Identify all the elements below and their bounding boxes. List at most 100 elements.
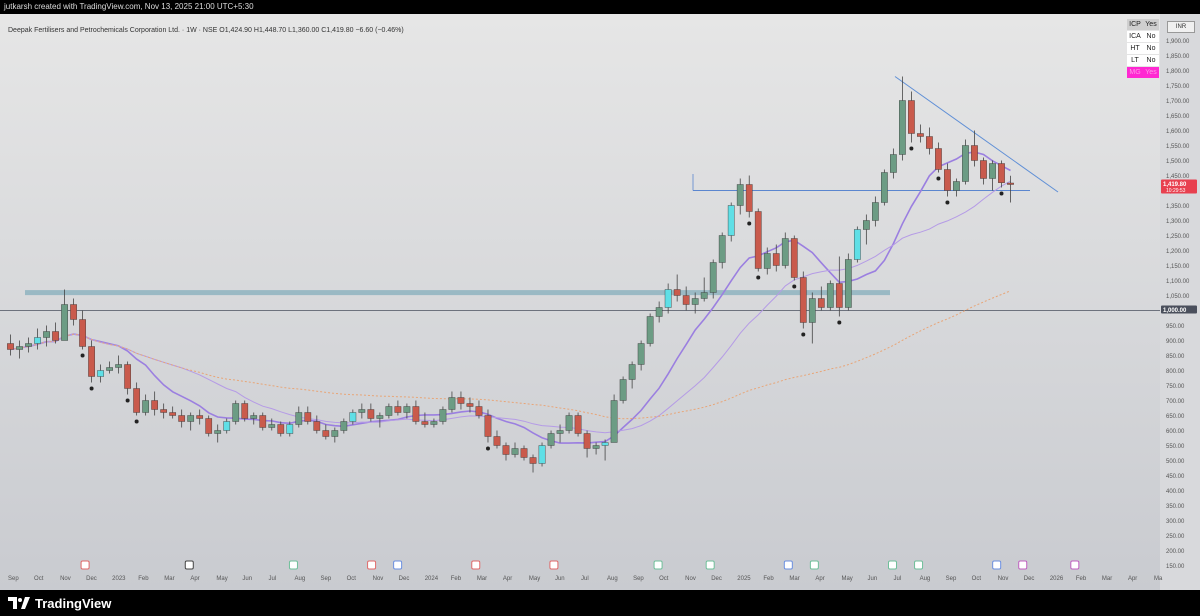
candle-body (70, 304, 77, 320)
price-tick-label: 600.00 (1166, 429, 1185, 435)
candle-body (340, 421, 348, 431)
candle (547, 430, 555, 449)
candle-body (844, 259, 852, 308)
candle-body (962, 145, 969, 182)
price-tick-label: 1,450.00 (1166, 174, 1190, 180)
candle (376, 412, 384, 428)
candle-body (529, 457, 537, 464)
candle (286, 421, 294, 437)
candle-body (268, 424, 276, 428)
candle-body (493, 436, 501, 446)
candle (980, 157, 987, 185)
signal-dot (999, 191, 1004, 196)
candle (646, 313, 654, 347)
time-tick-label: Mar (477, 576, 487, 582)
candle-body (754, 211, 762, 269)
candle-body (295, 412, 303, 425)
candle (79, 310, 86, 358)
candle-body (106, 367, 113, 371)
indicator-row: ICP Yes (1127, 19, 1159, 30)
candle (61, 289, 68, 341)
time-tick-label: Oct (347, 576, 357, 582)
candle-body (862, 220, 870, 230)
time-tick-label: Sep (321, 576, 332, 582)
candle-body (52, 331, 59, 341)
candle-body (277, 424, 285, 434)
signal-dot (756, 275, 761, 280)
price-label-box (1161, 179, 1197, 194)
time-tick-label: Jul (268, 576, 276, 582)
signal-dot (837, 320, 842, 325)
candle-body (556, 430, 564, 434)
candle (394, 400, 402, 416)
candle-body (196, 415, 204, 419)
candle-body (574, 415, 582, 434)
candle-body (547, 433, 555, 446)
currency-label[interactable]: INR (1167, 21, 1195, 33)
candle-body (953, 181, 960, 191)
candle (277, 421, 285, 437)
price-tick-label: 1,100.00 (1166, 279, 1190, 285)
candle-body (178, 415, 186, 422)
price-tick-label: 1,150.00 (1166, 264, 1190, 270)
event-marker-icon (1070, 560, 1080, 570)
candle (133, 382, 140, 424)
candle-body (430, 421, 438, 425)
time-tick-label: Nov (60, 576, 71, 582)
candle-body (484, 415, 492, 437)
candle (601, 439, 609, 461)
candle-body (457, 397, 465, 404)
event-marker-icon (705, 560, 715, 570)
candle-body (935, 148, 942, 170)
candle-body (133, 388, 140, 413)
event-marker-icon (783, 560, 793, 570)
candle-body (808, 298, 816, 323)
candle-body (7, 343, 14, 350)
candle (304, 406, 312, 425)
tradingview-logo[interactable]: TradingView (8, 595, 111, 611)
candle (421, 412, 429, 428)
price-tick-label: 1,800.00 (1166, 69, 1190, 75)
price-chart[interactable]: 150.00 200.00 250.00 300.00 350.00 400.00 450.… (0, 14, 1200, 590)
candle-body (241, 403, 249, 419)
indicator-value: No (1146, 45, 1156, 52)
time-tick-label: Sep (946, 576, 957, 582)
candle (574, 412, 582, 437)
signal-dot (485, 446, 490, 451)
candle-body (583, 433, 591, 449)
candle (223, 418, 231, 434)
price-tick-label: 1,250.00 (1166, 234, 1190, 240)
candle (655, 301, 663, 323)
candle-body (358, 409, 366, 413)
time-tick-label: Oct (659, 576, 669, 582)
indicator-label: MG (1129, 69, 1141, 76)
candle-body (142, 400, 149, 413)
candle (844, 253, 852, 311)
candle-body (664, 289, 672, 308)
candle (16, 340, 23, 359)
time-tick-label: 2023 (112, 576, 126, 582)
candle (691, 292, 699, 314)
candle-body (385, 406, 393, 416)
signal-dot (945, 200, 950, 205)
price-tick-label: 1,550.00 (1166, 144, 1190, 150)
candle-body (745, 184, 753, 212)
candle (250, 412, 258, 425)
event-marker-icon (80, 560, 90, 570)
candle (872, 196, 879, 227)
candle (772, 244, 780, 272)
candle-body (799, 277, 807, 323)
price-tick-label: 1,900.00 (1166, 39, 1190, 45)
event-marker-icon (288, 560, 298, 570)
time-tick-label: Aug (295, 576, 306, 582)
price-label-box (1161, 305, 1197, 314)
candle-body (646, 316, 654, 344)
event-marker-icon (992, 560, 1002, 570)
price-label-timer: 10:29:53 (1166, 188, 1186, 194)
candle (709, 259, 717, 299)
event-marker-icon (888, 560, 897, 570)
candle-body (250, 415, 258, 419)
candle (520, 445, 528, 461)
candle (944, 163, 951, 205)
candle (88, 340, 95, 391)
